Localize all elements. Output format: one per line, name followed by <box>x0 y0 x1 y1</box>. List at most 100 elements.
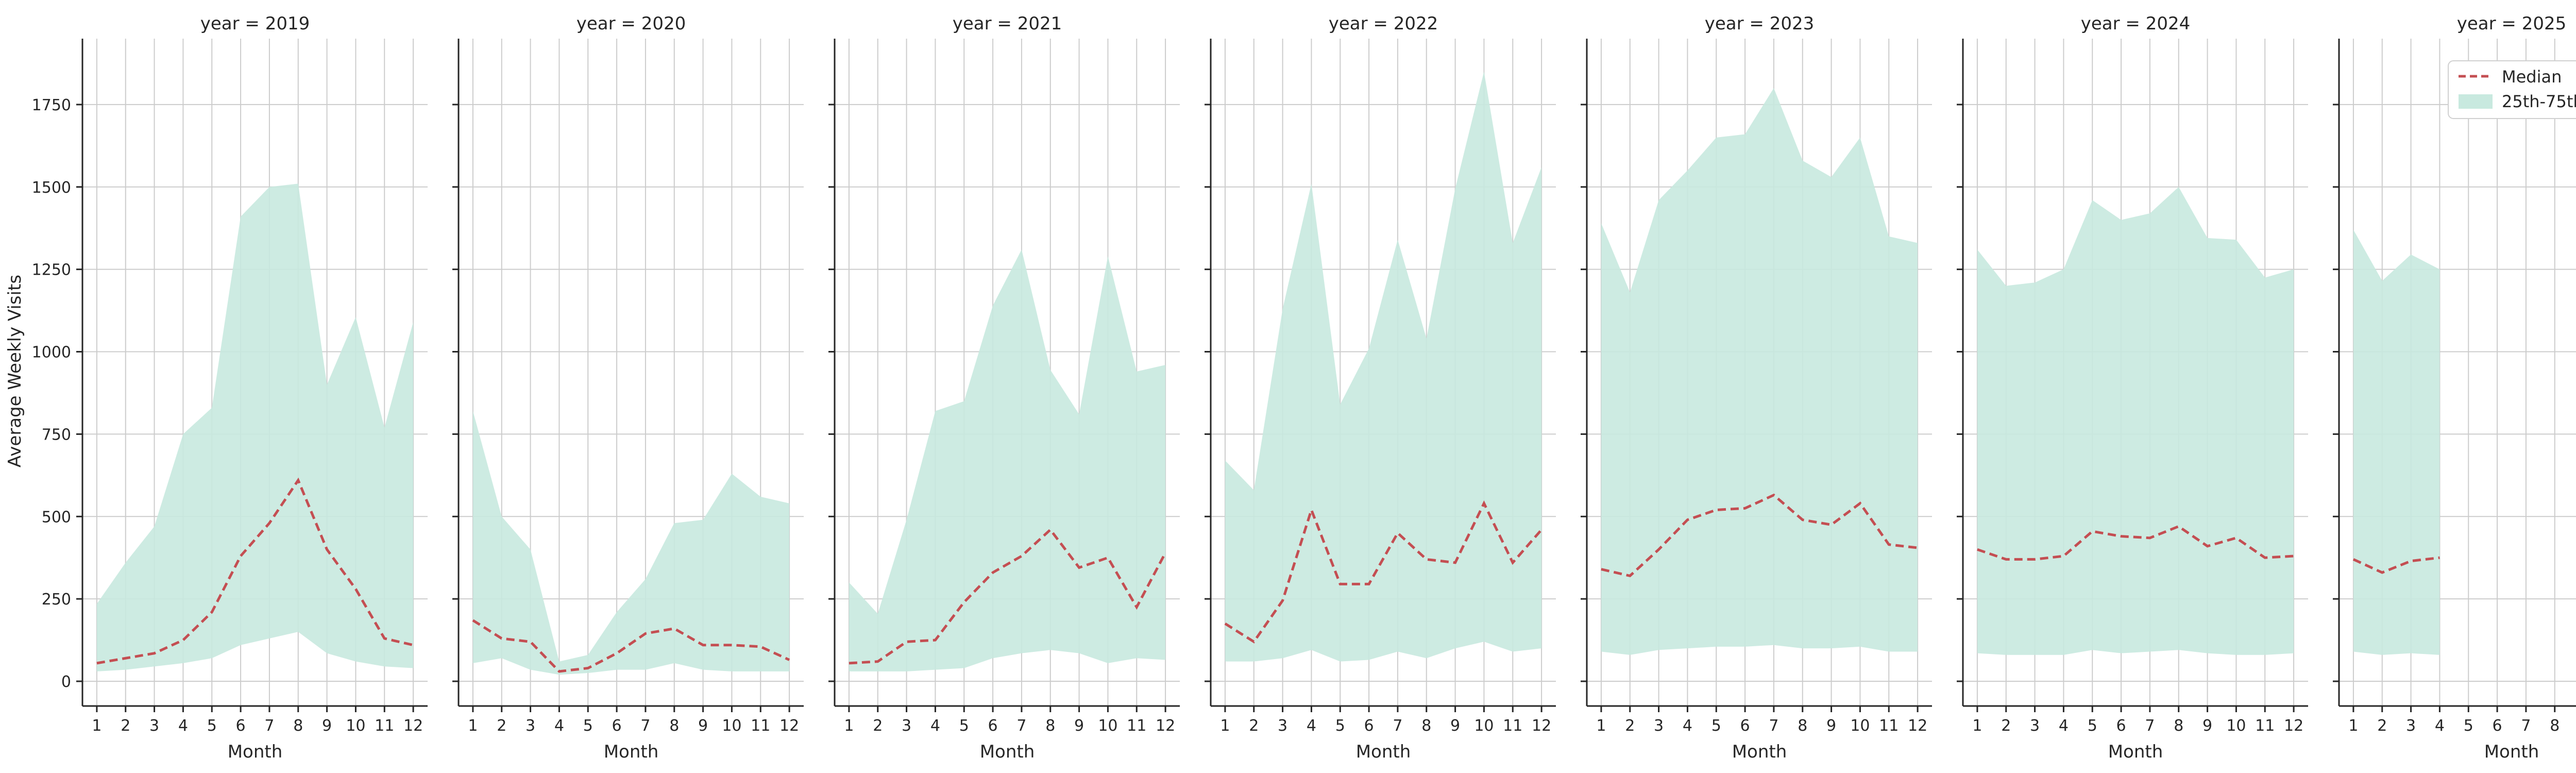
panel-title: year = 2025 <box>2457 13 2566 34</box>
y-axis-label: Average Weekly Visits <box>5 275 25 467</box>
x-tick-label: 6 <box>988 717 998 735</box>
x-tick-label: 8 <box>1045 717 1055 735</box>
x-tick-label: 4 <box>2435 717 2445 735</box>
x-tick-label: 8 <box>2174 717 2183 735</box>
x-tick-label: 7 <box>264 717 274 735</box>
y-tick-label: 500 <box>42 508 71 526</box>
x-tick-label: 1 <box>1596 717 1606 735</box>
x-tick-label: 5 <box>959 717 969 735</box>
x-axis-label: Month <box>2484 742 2539 762</box>
percentile-band <box>2353 229 2440 655</box>
x-tick-label: 3 <box>1654 717 1664 735</box>
x-tick-label: 6 <box>1740 717 1750 735</box>
x-tick-label: 11 <box>1879 717 1899 735</box>
x-axis-label: Month <box>604 742 659 762</box>
median-line <box>1224 500 1543 644</box>
x-tick-label: 11 <box>375 717 394 735</box>
x-tick-label: 8 <box>669 717 679 735</box>
y-tick-label: 1000 <box>32 344 71 362</box>
panel-title: year = 2024 <box>2081 13 2190 34</box>
x-tick-label: 7 <box>1393 717 1402 735</box>
x-tick-label: 3 <box>149 717 159 735</box>
x-tick-label: 2 <box>121 717 130 735</box>
x-tick-label: 10 <box>346 717 365 735</box>
x-tick-label: 5 <box>1335 717 1345 735</box>
legend-median-label: Median <box>2502 67 2562 87</box>
x-tick-label: 9 <box>1826 717 1836 735</box>
x-tick-label: 7 <box>640 717 650 735</box>
panel-title: year = 2019 <box>200 13 310 34</box>
percentile-band <box>472 411 790 675</box>
x-tick-label: 11 <box>2255 717 2275 735</box>
x-tick-label: 6 <box>612 717 622 735</box>
x-tick-label: 2 <box>497 717 506 735</box>
x-tick-label: 10 <box>1850 717 1870 735</box>
x-tick-label: 9 <box>2202 717 2212 735</box>
x-tick-label: 4 <box>1683 717 1692 735</box>
x-tick-label: 6 <box>1364 717 1374 735</box>
x-axis-label: Month <box>1732 742 1787 762</box>
x-tick-label: 5 <box>1711 717 1721 735</box>
x-tick-label: 4 <box>2059 717 2069 735</box>
percentile-band <box>1601 88 1918 655</box>
y-tick-label: 1250 <box>32 261 71 279</box>
x-tick-label: 12 <box>403 717 423 735</box>
x-tick-label: 10 <box>2226 717 2246 735</box>
x-tick-label: 7 <box>2145 717 2155 735</box>
legend-band-label: 25th-75th Percentile <box>2502 92 2576 111</box>
panel-title: year = 2021 <box>953 13 1062 34</box>
x-tick-label: 2 <box>2377 717 2387 735</box>
x-tick-label: 1 <box>1220 717 1230 735</box>
x-tick-label: 6 <box>2116 717 2126 735</box>
y-tick-label: 0 <box>61 673 71 691</box>
y-tick-label: 250 <box>42 591 71 609</box>
x-tick-label: 3 <box>2406 717 2416 735</box>
x-tick-label: 4 <box>930 717 940 735</box>
x-tick-label: 12 <box>1532 717 1551 735</box>
x-tick-label: 1 <box>92 717 101 735</box>
x-tick-label: 5 <box>583 717 593 735</box>
x-tick-label: 3 <box>2030 717 2040 735</box>
y-tick-label: 750 <box>42 426 71 444</box>
panel-title: year = 2022 <box>1329 13 1438 34</box>
x-tick-label: 7 <box>2521 717 2531 735</box>
x-tick-label: 9 <box>1450 717 1460 735</box>
x-tick-label: 12 <box>1156 717 1175 735</box>
x-tick-label: 8 <box>2550 717 2560 735</box>
x-tick-label: 1 <box>1972 717 1982 735</box>
median-line <box>96 477 414 665</box>
x-tick-label: 6 <box>236 717 246 735</box>
x-tick-label: 1 <box>468 717 478 735</box>
x-tick-label: 7 <box>1016 717 1026 735</box>
x-tick-label: 12 <box>2284 717 2303 735</box>
x-tick-label: 11 <box>751 717 770 735</box>
median-line <box>1977 525 2294 561</box>
x-tick-label: 10 <box>722 717 741 735</box>
y-tick-label: 1500 <box>32 179 71 197</box>
x-tick-label: 5 <box>2464 717 2473 735</box>
y-tick-label: 1750 <box>32 96 71 114</box>
x-tick-label: 2 <box>2001 717 2011 735</box>
x-tick-label: 4 <box>178 717 188 735</box>
x-tick-label: 8 <box>1421 717 1431 735</box>
x-tick-label: 5 <box>207 717 217 735</box>
x-axis-label: Month <box>228 742 283 762</box>
x-tick-label: 1 <box>2348 717 2358 735</box>
x-tick-label: 5 <box>2088 717 2097 735</box>
x-tick-label: 12 <box>1908 717 1927 735</box>
x-tick-label: 12 <box>779 717 799 735</box>
percentile-band <box>1225 71 1542 662</box>
x-axis-label: Month <box>1356 742 1411 762</box>
x-tick-label: 6 <box>2493 717 2502 735</box>
legend: Median 25th-75th Percentile <box>2448 60 2576 119</box>
x-tick-label: 2 <box>1249 717 1259 735</box>
x-tick-label: 4 <box>554 717 564 735</box>
legend-band-swatch <box>2459 94 2493 109</box>
x-axis-label: Month <box>980 742 1035 762</box>
